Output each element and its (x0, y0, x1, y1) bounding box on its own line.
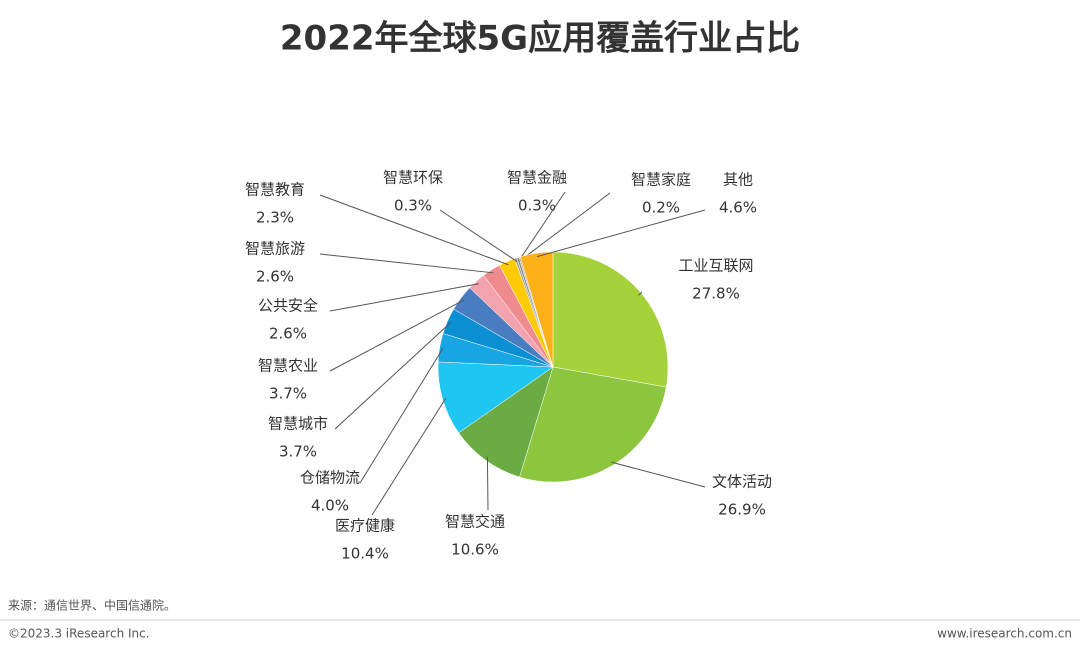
footer-left: ©2023.3 iResearch Inc. (8, 627, 150, 641)
slice-label: 工业互联网 (678, 257, 753, 275)
leader-line (518, 191, 566, 262)
slice-label: 智慧城市 (268, 415, 328, 433)
leader-line (329, 299, 465, 372)
source: 来源：通信世界、中国信通院。 (8, 598, 176, 613)
slice-value-label: 27.8% (692, 285, 740, 303)
footer-right: www.iresearch.com.cn (937, 627, 1072, 641)
slice-value-label: 3.7% (279, 443, 317, 461)
slice-value-label: 3.7% (269, 385, 307, 403)
slice-label: 智慧教育 (245, 181, 305, 199)
slice-label: 智慧环保 (383, 169, 443, 187)
pie-slice (458, 366, 554, 478)
leader-line (638, 291, 643, 296)
leader-line (371, 397, 447, 516)
slice-label: 智慧旅游 (245, 240, 305, 258)
slice-label: 智慧金融 (507, 169, 567, 187)
slice-value-label: 26.9% (718, 501, 766, 519)
leader-line (520, 192, 611, 261)
leader-line (359, 347, 444, 484)
slice-value-label: 4.6% (719, 199, 757, 217)
slice-value-label: 0.3% (394, 197, 432, 215)
leader-line (329, 283, 479, 312)
slice-label: 智慧交通 (445, 513, 505, 531)
slice-label: 文体活动 (712, 473, 772, 491)
slice-label: 智慧农业 (258, 357, 318, 375)
leader-line (334, 322, 452, 430)
slice-value-label: 2.6% (269, 325, 307, 343)
slice-value-label: 2.3% (256, 209, 294, 227)
slice-value-label: 10.4% (341, 545, 389, 563)
leader-line (319, 194, 509, 266)
leader-line (486, 457, 489, 511)
slice-value-label: 4.0% (311, 497, 349, 515)
slice-value-label: 0.3% (518, 197, 556, 215)
leader-line (611, 461, 706, 488)
slice-label: 医疗健康 (335, 517, 395, 535)
leader-line (536, 209, 706, 258)
slice-label: 仓储物流 (300, 469, 360, 487)
leader-line (439, 209, 518, 262)
pie-slice (552, 251, 669, 388)
slice-label: 其他 (723, 171, 753, 189)
slice-value-label: 10.6% (451, 541, 499, 559)
pie-slice (437, 361, 554, 434)
slice-label: 公共安全 (258, 297, 318, 315)
chart-title: 2022年全球5G应用覆盖行业占比 (280, 19, 800, 59)
slice-label: 智慧家庭 (631, 171, 691, 189)
leader-line (319, 253, 494, 274)
slice-value-label: 0.2% (642, 199, 680, 217)
slice-value-label: 2.6% (256, 268, 294, 286)
pie-slice (519, 366, 667, 483)
